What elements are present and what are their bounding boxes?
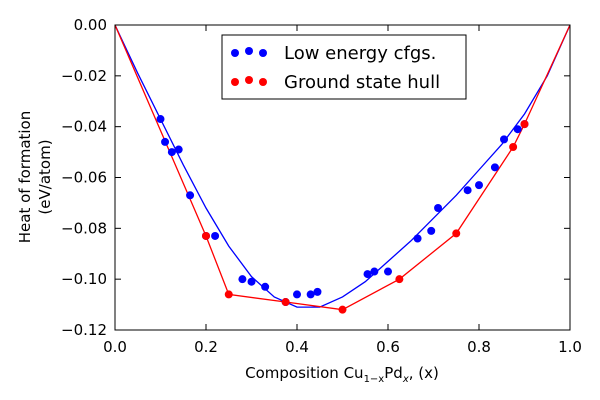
low-energy-point: [370, 267, 379, 276]
low-energy-point: [306, 290, 315, 299]
low-energy-point: [500, 135, 509, 144]
legend-label-low-energy: Low energy cfgs.: [284, 43, 436, 64]
legend: Low energy cfgs. Ground state hull: [221, 34, 467, 100]
low-energy-point: [174, 145, 183, 154]
low-energy-point: [167, 148, 176, 157]
ground-state-hull-line: [114, 24, 571, 311]
plot-area: [114, 24, 571, 314]
ground-state-point: [281, 298, 290, 307]
y-tick-label: −0.04: [61, 118, 107, 136]
y-tick-label: −0.06: [61, 169, 107, 187]
low-energy-point: [513, 125, 522, 134]
y-axis-label-line-1: Heat of formation: [16, 111, 34, 243]
x-tick-label: 0.4: [285, 338, 309, 356]
low-energy-point: [293, 290, 301, 299]
x-tick-label: 0.0: [103, 338, 127, 356]
ground-state-point: [520, 120, 529, 129]
low-energy-point: [186, 191, 195, 200]
low-energy-point: [490, 163, 499, 172]
low-energy-point: [475, 181, 483, 190]
x-tick-label: 0.8: [467, 338, 491, 356]
x-tick-label: 0.2: [194, 338, 218, 356]
ground-state-point: [202, 231, 210, 240]
ground-state-point: [395, 275, 404, 284]
ground-state-point: [224, 290, 233, 299]
legend-marker-ground-state: [259, 78, 267, 86]
low-energy-point: [363, 270, 372, 279]
x-tick-label: 0.6: [376, 338, 400, 356]
legend-label-ground-state: Ground state hull: [284, 72, 440, 93]
low-energy-point: [427, 226, 436, 235]
legend-box: [221, 34, 467, 100]
fit-curve-line: [114, 24, 571, 308]
y-tick-label: −0.08: [61, 219, 107, 237]
low-energy-point: [313, 287, 322, 296]
ground-state-point: [509, 143, 518, 151]
y-axis-label-line-2: (eV/atom): [36, 139, 54, 214]
low-energy-point: [261, 282, 270, 291]
y-tick-label: −0.12: [61, 321, 107, 339]
ground-state-point: [338, 305, 347, 314]
legend-marker-low-energy: [245, 47, 253, 55]
low-energy-point: [384, 267, 392, 276]
low-energy-point: [463, 186, 472, 195]
plot-frame: [114, 24, 571, 331]
y-axis-label: Heat of formation (eV/atom): [16, 111, 54, 243]
y-tick-label: 0.00: [74, 16, 107, 34]
legend-markers: [231, 47, 267, 86]
y-tick-label: −0.10: [61, 270, 107, 288]
legend-marker-ground-state: [245, 76, 253, 84]
y-tick-label: −0.02: [61, 67, 107, 85]
x-axis-ticks: 0.0 0.2 0.4 0.6 0.8 1.0: [103, 25, 582, 356]
legend-marker-low-energy: [259, 49, 267, 57]
low-energy-point: [156, 115, 165, 124]
x-axis-label: Composition Cu1−xPdx, (x): [245, 364, 439, 385]
x-tick-label: 1.0: [558, 338, 582, 356]
low-energy-point: [161, 137, 170, 146]
low-energy-point: [434, 204, 443, 212]
low-energy-point: [247, 277, 256, 286]
legend-marker-ground-state: [231, 78, 239, 86]
low-energy-point: [211, 231, 220, 240]
legend-marker-low-energy: [231, 49, 239, 57]
low-energy-point: [413, 234, 422, 243]
ground-state-point: [452, 229, 461, 238]
low-energy-point: [238, 275, 247, 284]
